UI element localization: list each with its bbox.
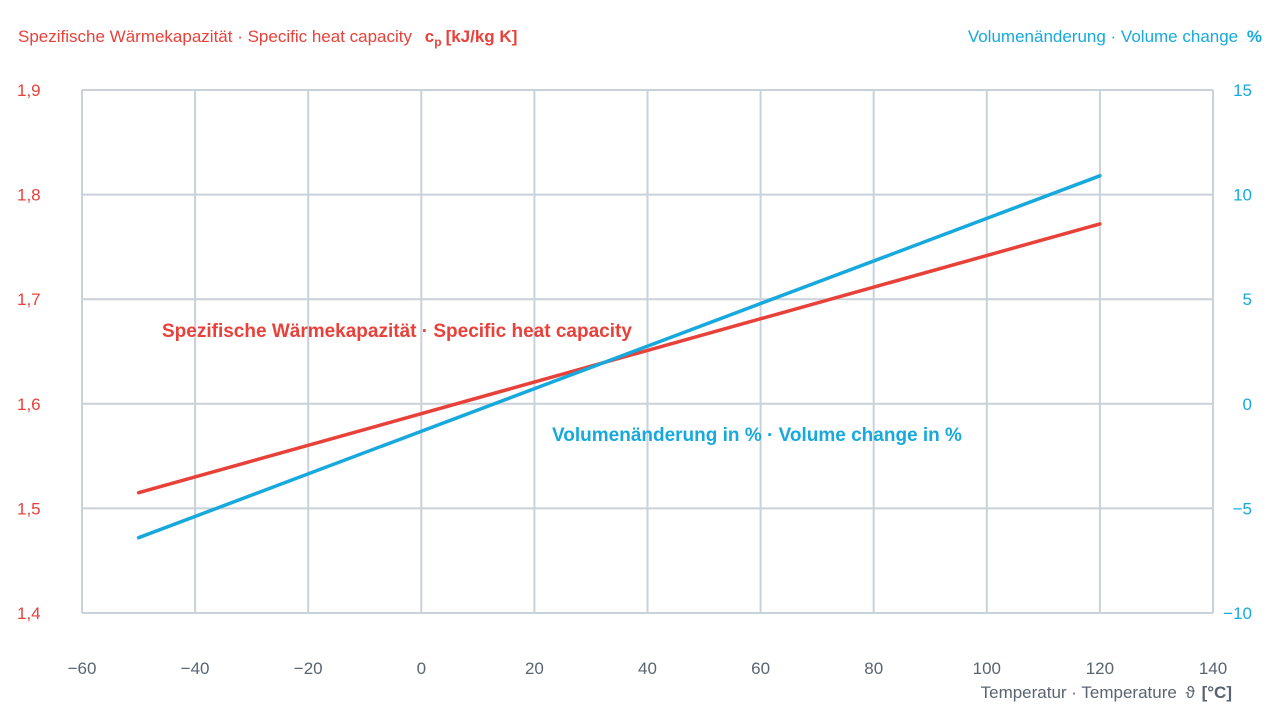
x-tick-label: −40 — [181, 659, 210, 678]
y-right-tick-label: 5 — [1243, 290, 1252, 309]
y-left-tick-label: 1,9 — [17, 81, 41, 100]
y-right-tick-label: 10 — [1233, 186, 1252, 205]
x-tick-label: 20 — [525, 659, 544, 678]
x-tick-label: 100 — [973, 659, 1001, 678]
volume-change-line — [136, 174, 1102, 540]
y-left-tick-label: 1,8 — [17, 186, 41, 205]
y-left-tick-label: 1,6 — [17, 395, 41, 414]
y-right-tick-label: −10 — [1223, 604, 1252, 623]
x-tick-label: −20 — [294, 659, 323, 678]
series-lines — [136, 174, 1102, 540]
y-right-tick-label: 15 — [1233, 81, 1252, 100]
left-axis-title: Spezifische Wärmekapazität · Specific he… — [18, 27, 517, 49]
x-tick-label: 120 — [1086, 659, 1114, 678]
x-tick-label: −60 — [68, 659, 97, 678]
y-left-tick-label: 1,4 — [17, 604, 41, 623]
x-tick-label: 80 — [864, 659, 883, 678]
x-tick-label: 140 — [1199, 659, 1227, 678]
x-tick-label: 0 — [417, 659, 426, 678]
series-label-heat-capacity: Spezifische Wärmekapazität · Specific he… — [162, 321, 632, 342]
y-right-tick-label: 0 — [1243, 395, 1252, 414]
tick-labels: −60 −40 −20 0 20 40 60 80 100 120 140 1,9 15 1,8 10 1,7… — [17, 81, 1252, 678]
y-left-tick-label: 1,7 — [17, 290, 41, 309]
x-tick-label: 60 — [751, 659, 770, 678]
right-axis-title: Volumenänderung · Volume change % — [968, 27, 1262, 46]
y-left-tick-label: 1,5 — [17, 499, 41, 518]
series-label-volume-change: Volumenänderung in % · Volume change in … — [552, 425, 962, 446]
x-axis-title: Temperatur · Temperature ϑ [°C] — [981, 683, 1232, 702]
y-right-tick-label: −5 — [1233, 499, 1252, 518]
x-tick-label: 40 — [638, 659, 657, 678]
